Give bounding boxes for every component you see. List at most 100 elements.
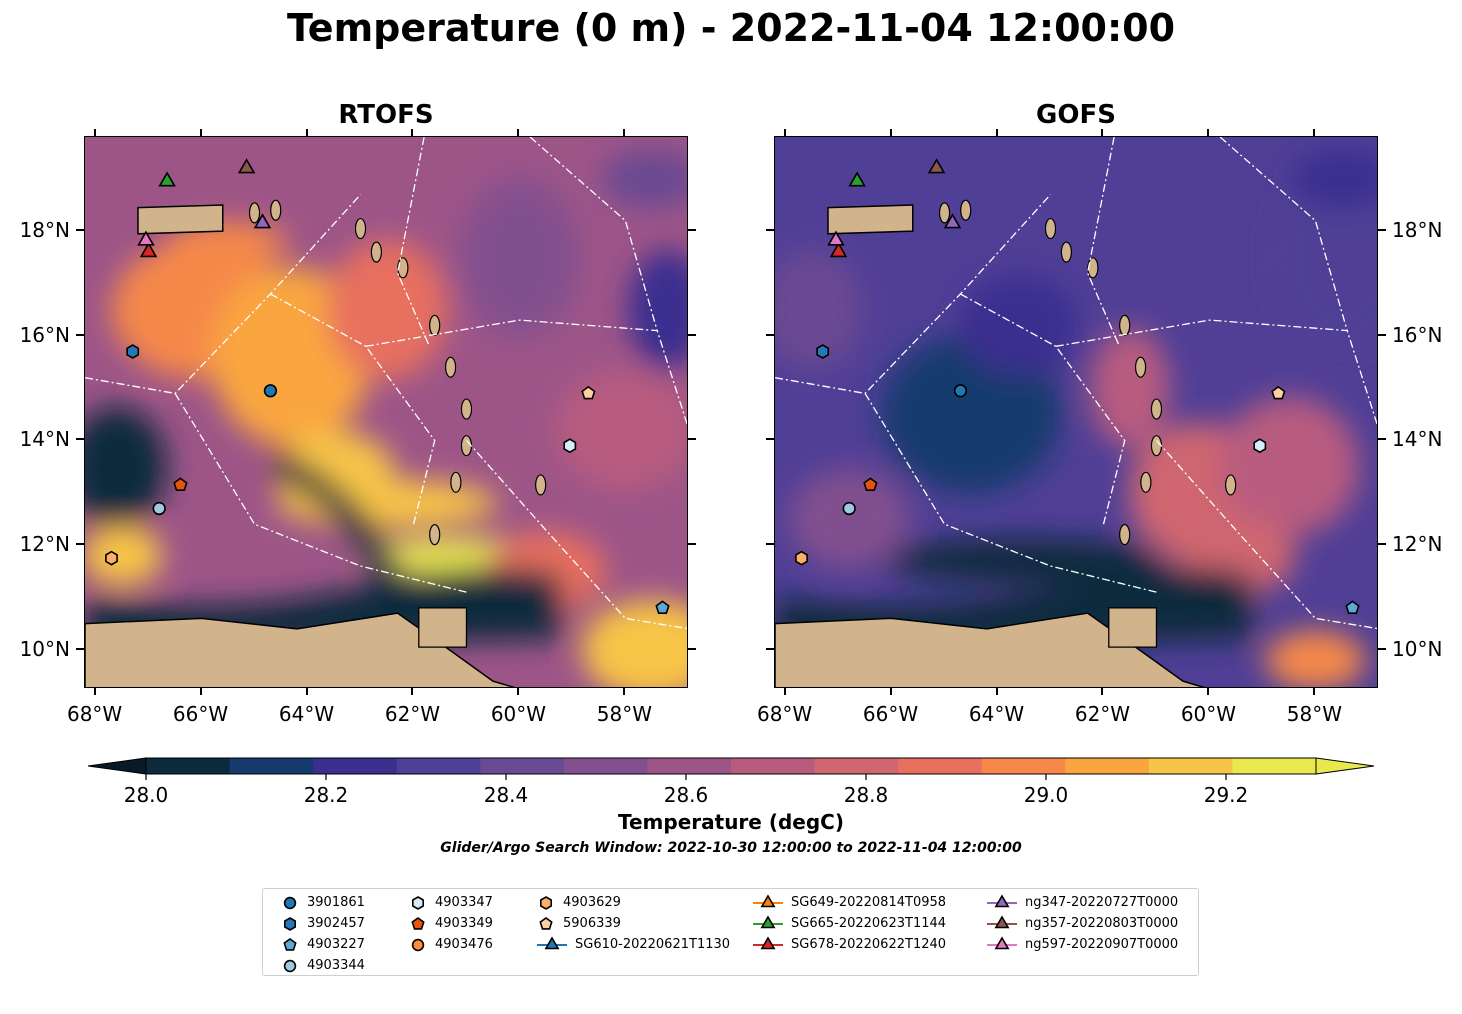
- colorbar-segment: [1232, 758, 1317, 774]
- island: [1119, 524, 1131, 546]
- legend-symbol: [539, 896, 552, 910]
- legend-item: 4903349: [409, 914, 493, 932]
- eez-boundary: [864, 393, 1157, 593]
- sst-field: [775, 148, 1377, 687]
- colorbar-frame: [145, 757, 1317, 775]
- legend-label: ng357-20220803T0000: [1025, 915, 1179, 931]
- legend-label: SG665-20220623T1144: [791, 915, 947, 931]
- legend-symbol: [283, 959, 297, 973]
- hexagon-marker-icon: [283, 917, 296, 931]
- x-tick-mark: [93, 688, 96, 695]
- x-tick-label: 64°W: [278, 702, 335, 726]
- triangle-marker-icon: [537, 936, 567, 950]
- island: [1150, 398, 1163, 420]
- legend-symbol: [539, 917, 553, 930]
- eez-boundary: [1219, 137, 1348, 331]
- y-tick-label: 14°N: [1392, 427, 1443, 452]
- legend-label: 4903629: [563, 894, 621, 910]
- legend-label: 3902457: [307, 915, 365, 931]
- marker-4903349: [863, 477, 878, 492]
- marker-5906339: [1271, 385, 1286, 400]
- island: [1087, 257, 1099, 279]
- legend-label: 5906339: [563, 915, 621, 931]
- colorbar-tick-label: 28.6: [664, 783, 709, 807]
- x-tick-label: 68°W: [756, 702, 813, 726]
- legend-symbol: [760, 915, 776, 929]
- x-tick-mark: [783, 688, 786, 695]
- x-tick-mark: [995, 129, 998, 136]
- legend-symbol: [283, 938, 297, 951]
- y-tick-mark: [76, 647, 84, 650]
- sst-patch: [327, 239, 447, 380]
- x-tick-mark: [305, 129, 308, 136]
- colorbar-over-arrow: [1315, 757, 1375, 775]
- colorbar-segment: [647, 758, 732, 774]
- rtofs-map: [84, 136, 688, 688]
- legend-item: 4903476: [409, 935, 493, 953]
- y-tick-mark: [1378, 543, 1386, 546]
- marker-3902457: [816, 344, 830, 359]
- sst-patch: [1218, 396, 1359, 537]
- marker-SG665-20220623T1144: [158, 171, 176, 187]
- y-tick-mark: [688, 333, 696, 336]
- x-tick-label: 60°W: [490, 702, 547, 726]
- x-tick-label: 68°W: [66, 702, 123, 726]
- marker-4903347: [563, 438, 577, 454]
- y-tick-label: 10°N: [1392, 636, 1443, 661]
- sst-patch: [775, 249, 863, 370]
- figure-title: Temperature (0 m) - 2022-11-04 12:00:00: [286, 6, 1176, 50]
- colorbar-segment: [1148, 758, 1233, 774]
- x-tick-mark: [995, 688, 998, 695]
- island: [1225, 474, 1237, 496]
- legend-symbol: [544, 936, 560, 950]
- legend-symbol: [760, 894, 776, 908]
- y-tick-mark: [76, 438, 84, 441]
- x-tick-mark: [1101, 688, 1104, 695]
- island: [429, 524, 441, 546]
- island: [397, 257, 409, 279]
- legend-item: SG678-20220622T1240: [753, 935, 946, 953]
- colorbar-segment: [313, 758, 398, 774]
- colorbar-segment: [814, 758, 899, 774]
- sst-patch: [1265, 630, 1366, 687]
- island: [960, 199, 972, 221]
- x-tick-mark: [517, 688, 520, 695]
- sst-patch: [581, 599, 687, 687]
- marker-4903227: [1345, 600, 1360, 615]
- marker-ng597-20220907T0000: [827, 230, 845, 246]
- island: [460, 398, 473, 420]
- sst-patch: [555, 370, 687, 490]
- colorbar-segment: [146, 758, 231, 774]
- eez-boundary: [775, 194, 1051, 395]
- marker-4903344: [152, 501, 166, 516]
- eez-boundary: [466, 440, 687, 630]
- circle-marker-icon: [283, 896, 297, 910]
- sst-field: [85, 148, 687, 687]
- colorbar-tick-label: 28.4: [484, 783, 529, 807]
- eez-boundary: [1156, 440, 1377, 630]
- y-tick-mark: [766, 333, 774, 336]
- eez-boundary: [270, 293, 436, 525]
- sst-patch: [601, 148, 687, 209]
- x-tick-mark: [1207, 129, 1210, 136]
- marker-5906339: [581, 385, 596, 400]
- x-tick-label: 66°W: [172, 702, 229, 726]
- colorbar-segment: [898, 758, 983, 774]
- legend-label: SG610-20220621T1130: [575, 936, 731, 952]
- x-tick-mark: [199, 688, 202, 695]
- y-tick-mark: [688, 438, 696, 441]
- colorbar-tick-label: 28.8: [844, 783, 889, 807]
- sst-patch: [85, 525, 163, 586]
- sst-patch: [1291, 148, 1377, 209]
- pentagon-marker-icon: [283, 938, 297, 951]
- hexagon-marker-icon: [411, 896, 424, 910]
- island: [354, 217, 367, 240]
- x-tick-mark: [199, 129, 202, 136]
- colorbar-segment: [563, 758, 648, 774]
- colorbar-tick-label: 28.2: [304, 783, 349, 807]
- y-tick-mark: [766, 543, 774, 546]
- legend-symbol: [283, 896, 297, 910]
- marker-4903347: [1253, 438, 1267, 454]
- legend-item: ng347-20220727T0000: [987, 893, 1178, 911]
- colorbar-segment: [396, 758, 481, 774]
